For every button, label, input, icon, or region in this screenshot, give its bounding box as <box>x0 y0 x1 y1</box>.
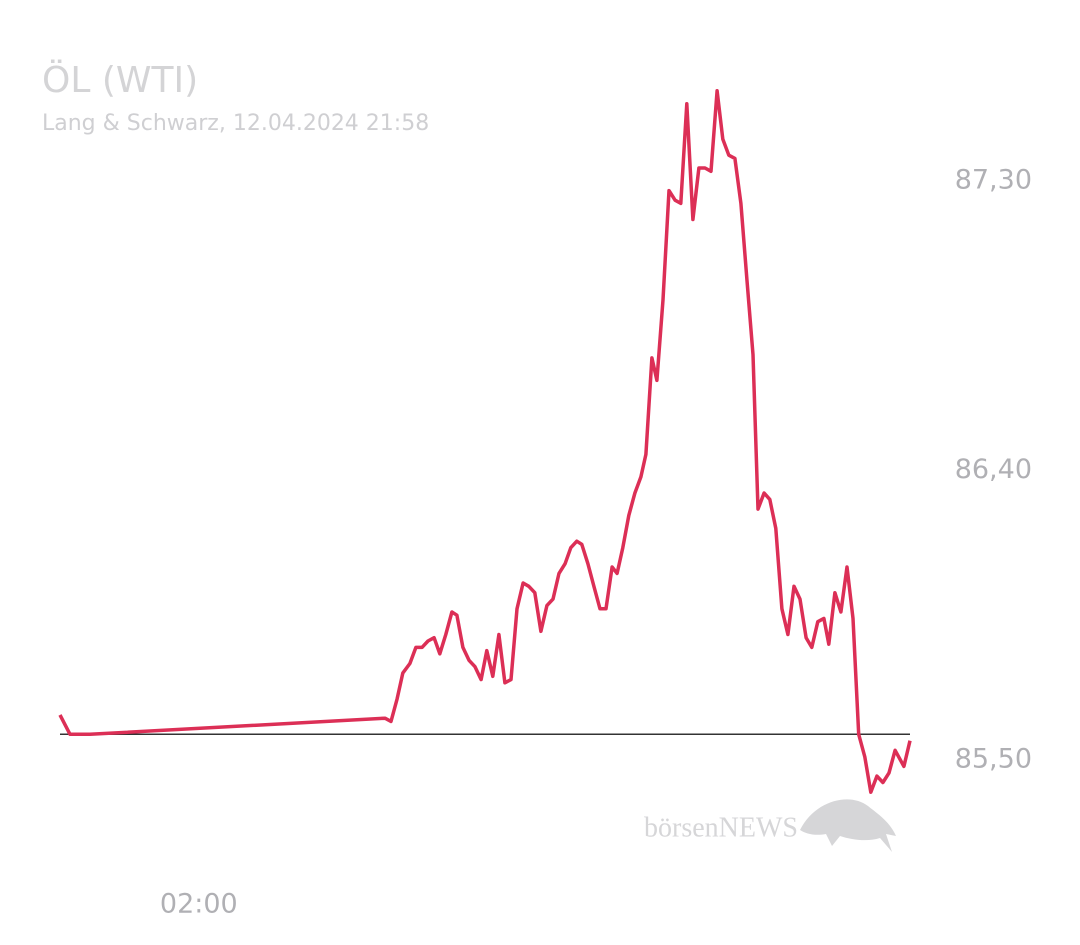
watermark-logo <box>800 799 896 852</box>
chart-title: ÖL (WTI) <box>42 59 198 101</box>
x-tick-label: 02:00 <box>160 889 238 920</box>
chart-subtitle: Lang & Schwarz, 12.04.2024 21:58 <box>42 111 429 136</box>
y-tick-label: 87,30 <box>955 164 1032 195</box>
y-tick-label: 86,40 <box>955 454 1032 485</box>
y-tick-label: 85,50 <box>955 743 1032 774</box>
watermark-text: börsenNEWS <box>644 812 798 843</box>
price-line <box>58 89 912 794</box>
